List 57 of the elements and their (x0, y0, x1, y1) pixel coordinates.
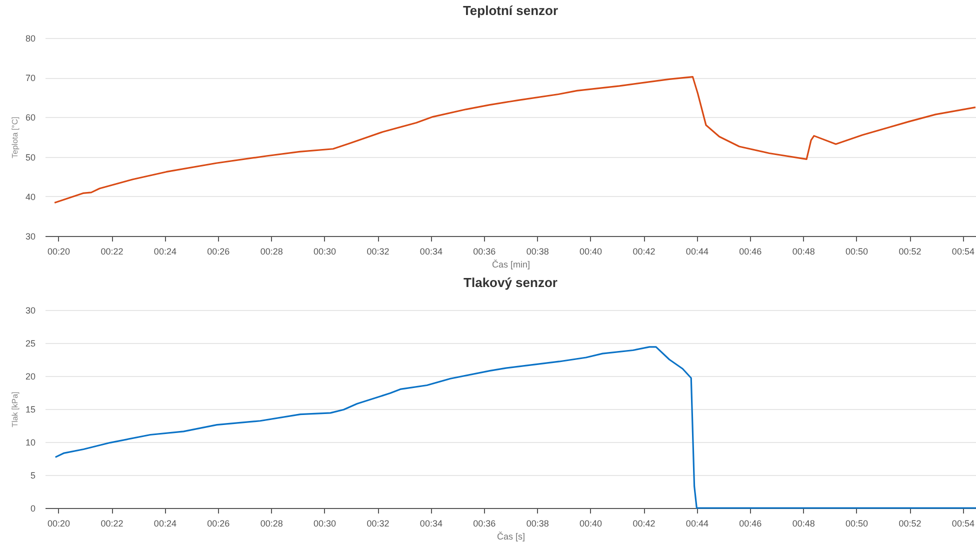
y-tick-label: 70 (25, 73, 36, 84)
y-tick-label: 80 (25, 34, 36, 44)
x-tick-label: 00:36 (473, 246, 496, 256)
x-tick-label: 00:50 (846, 518, 868, 528)
chart-title: Tlakový senzor (464, 275, 558, 290)
x-tick-label: 00:20 (48, 518, 70, 528)
y-tick-label: 5 (30, 470, 36, 480)
y-axis-title: Tlak [kPa] (10, 392, 20, 428)
line-series (54, 346, 976, 509)
x-tick-label: 00:46 (739, 246, 762, 256)
x-tick-label: 00:24 (154, 246, 176, 256)
y-tick-label: 40 (25, 192, 36, 202)
x-axis-title: Čas [min] (492, 260, 530, 270)
y-tick-label: 15 (25, 404, 36, 414)
x-tick-label: 00:32 (366, 246, 390, 256)
chart-title: Teplotní senzor (462, 3, 558, 18)
x-tick-label: 00:24 (154, 518, 176, 528)
x-tick-label: 00:20 (48, 246, 70, 256)
x-tick-label: 00:40 (580, 518, 602, 528)
x-tick-label: 00:54 (952, 518, 974, 528)
x-tick-label: 00:30 (314, 246, 336, 256)
x-tick-label: 00:52 (898, 246, 922, 256)
y-axis-title: Teplota [°C] (10, 116, 20, 158)
y-tick-label: 30 (25, 306, 36, 316)
line-series (54, 76, 976, 204)
x-tick-label: 00:46 (739, 518, 762, 528)
x-tick-label: 00:22 (100, 246, 124, 256)
x-tick-label: 00:30 (314, 518, 336, 528)
x-tick-label: 00:42 (632, 518, 656, 528)
x-tick-label: 00:28 (260, 246, 283, 256)
x-tick-label: 00:54 (952, 246, 974, 256)
y-tick-label: 20 (25, 372, 36, 382)
x-axis-title: Čas [s] (496, 532, 526, 542)
x-tick-label: 00:44 (686, 518, 708, 528)
x-tick-label: 00:34 (420, 246, 442, 256)
y-tick-label: 0 (30, 504, 36, 514)
x-tick-label: 00:50 (846, 246, 868, 256)
x-tick-label: 00:48 (792, 518, 815, 528)
x-tick-label: 00:26 (207, 518, 230, 528)
x-tick-label: 00:32 (366, 518, 390, 528)
y-tick-label: 30 (25, 232, 36, 242)
x-tick-label: 00:44 (686, 246, 708, 256)
y-tick-label: 60 (25, 112, 36, 123)
x-tick-label: 00:52 (898, 518, 922, 528)
y-tick-label: 25 (25, 338, 36, 348)
x-tick-label: 00:38 (526, 246, 549, 256)
y-tick-label: 10 (25, 438, 36, 448)
x-tick-label: 00:40 (580, 246, 602, 256)
y-tick-label: 50 (25, 152, 36, 162)
x-tick-label: 00:48 (792, 246, 815, 256)
x-tick-label: 00:36 (473, 518, 496, 528)
x-tick-label: 00:26 (207, 246, 230, 256)
x-tick-label: 00:38 (526, 518, 549, 528)
x-tick-label: 00:42 (632, 246, 656, 256)
x-tick-label: 00:34 (420, 518, 442, 528)
x-tick-label: 00:22 (100, 518, 124, 528)
x-tick-label: 00:28 (260, 518, 283, 528)
